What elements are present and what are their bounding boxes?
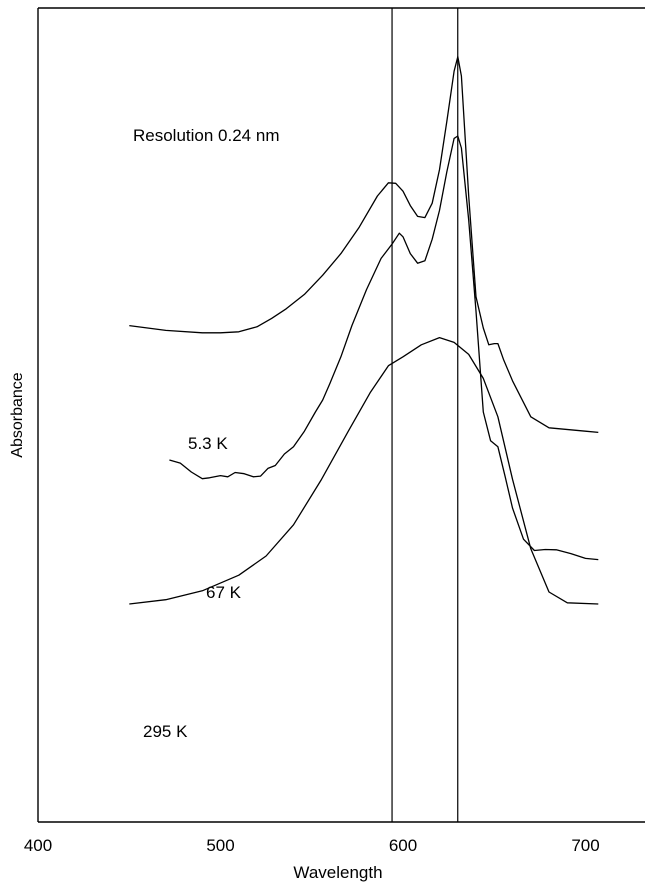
x-tick-label: 400 (24, 836, 52, 855)
series-label-5-3k: 5.3 K (188, 434, 228, 453)
x-tick-label: 500 (206, 836, 234, 855)
series-line-295k (129, 336, 599, 605)
x-tick-label: 700 (571, 836, 599, 855)
series-line-5-3k (129, 56, 599, 434)
resolution-annotation: Resolution 0.24 nm (133, 126, 279, 145)
y-axis-label: Absorbance (9, 372, 26, 457)
series-label-295k: 295 K (143, 722, 188, 741)
x-axis-label: Wavelength (293, 863, 382, 882)
series-label-67k: 67 K (206, 583, 242, 602)
series-line-67k (169, 135, 599, 561)
x-tick-label: 600 (389, 836, 417, 855)
